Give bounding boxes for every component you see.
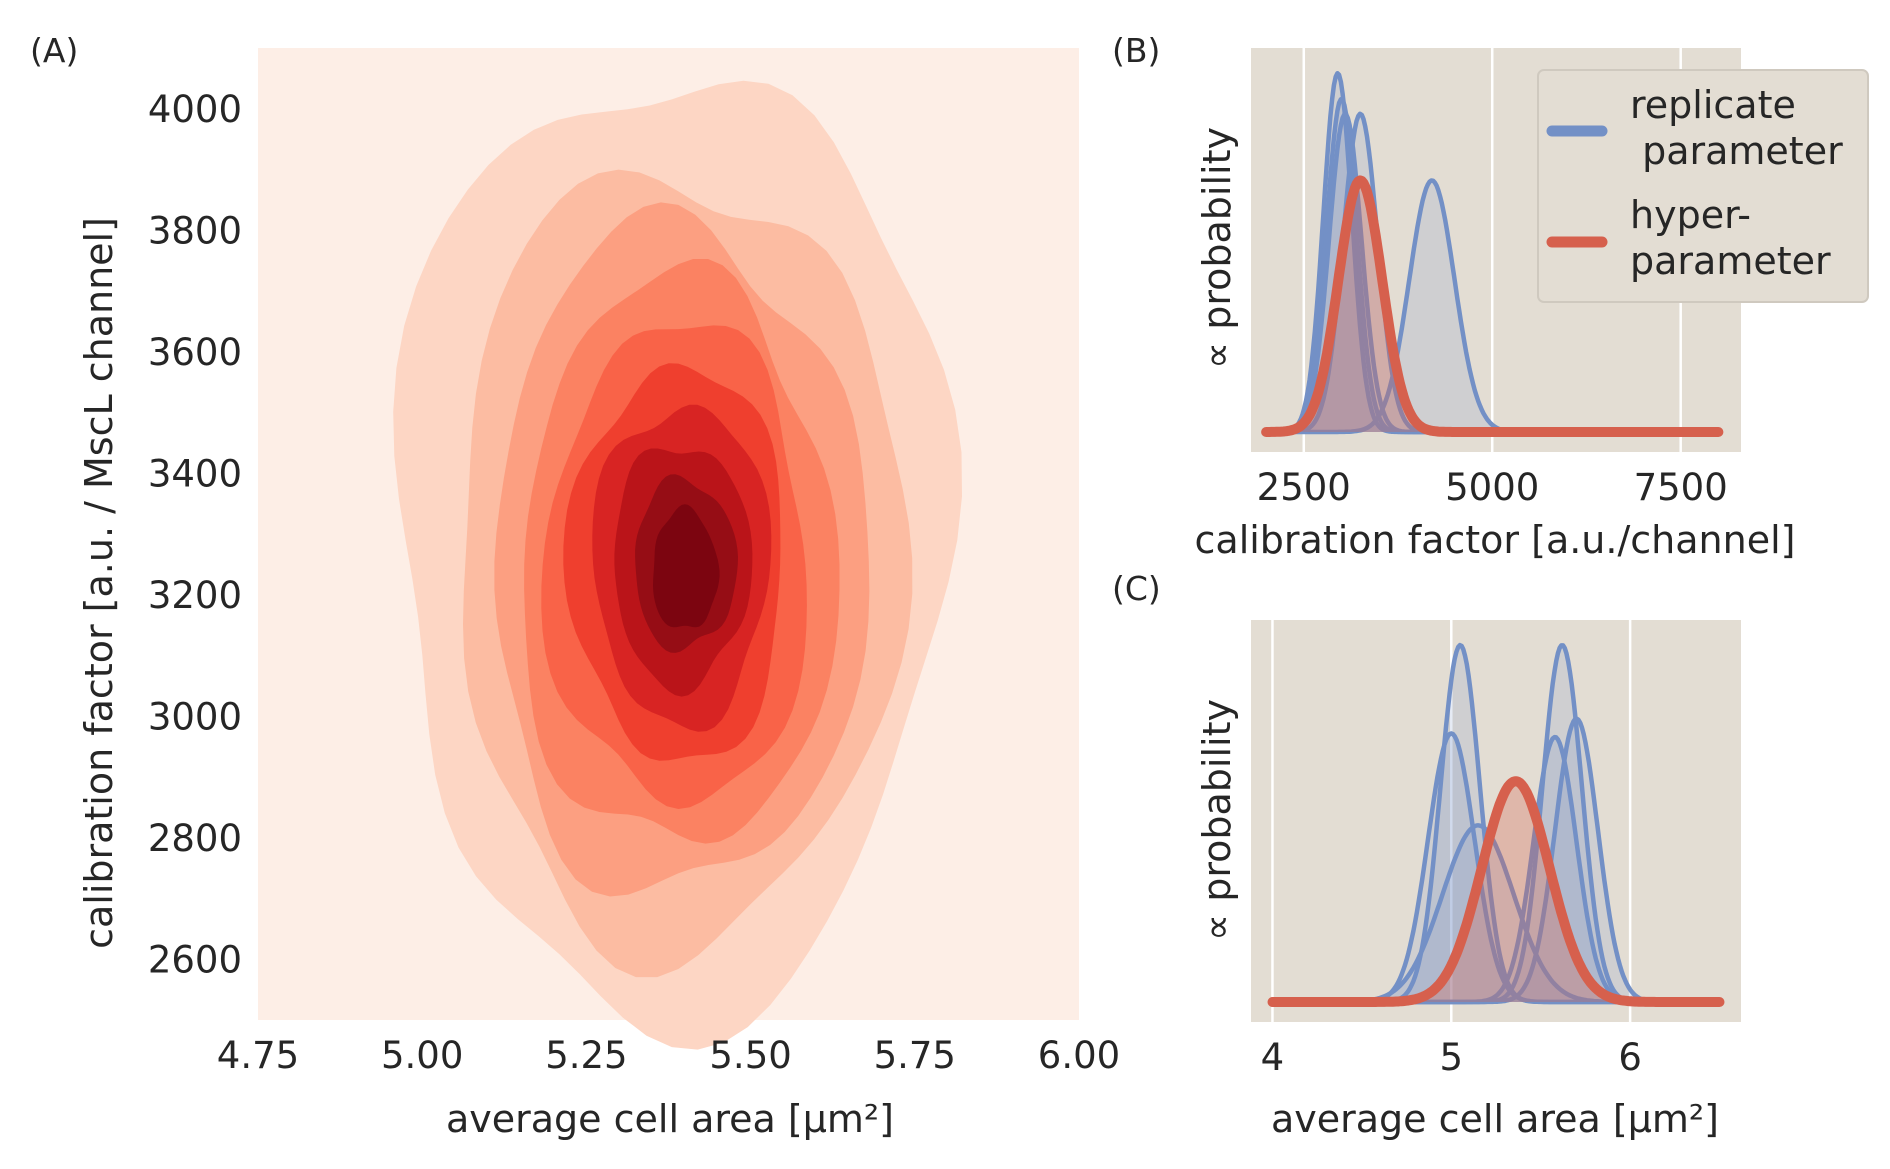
x-tick-label: 6.00 bbox=[1038, 1034, 1120, 1077]
panel-b-x-axis-label: calibration factor [a.u./channel] bbox=[1195, 518, 1796, 562]
legend-label-hyper-2: parameter bbox=[1630, 239, 1831, 283]
x-tick-label: 7500 bbox=[1634, 466, 1728, 509]
x-tick-label: 5 bbox=[1440, 1036, 1464, 1079]
hyper-density-fill bbox=[1266, 180, 1719, 432]
replicate-density-fill bbox=[1272, 718, 1720, 1002]
y-tick-label: 3800 bbox=[148, 209, 242, 252]
panel-b-y-axis-label: ∝ probability bbox=[1195, 127, 1239, 369]
hyper-density-line bbox=[1267, 776, 1725, 1007]
panel-label-b: (B) bbox=[1112, 31, 1160, 70]
panel-c-density-plot: 4 5 6 average cell area [μm²] ∝ probabilit… bbox=[1195, 620, 1741, 1141]
x-tick-label: 5.25 bbox=[545, 1034, 627, 1077]
replicate-density-fill bbox=[1266, 113, 1719, 433]
y-tick-label: 3400 bbox=[148, 452, 242, 495]
x-tick-label: 6 bbox=[1618, 1036, 1642, 1079]
panel-label-c: (C) bbox=[1112, 569, 1161, 608]
hyper-density-fill bbox=[1272, 781, 1720, 1002]
x-tick-label: 2500 bbox=[1257, 466, 1351, 509]
panel-c-curves bbox=[1267, 642, 1725, 1007]
y-tick-label: 3000 bbox=[148, 695, 242, 738]
replicate-density-fill bbox=[1272, 825, 1720, 1002]
panel-c-x-ticks: 4 5 6 bbox=[1261, 1036, 1642, 1079]
y-tick-label: 2600 bbox=[148, 938, 242, 981]
panel-a-contour-plot: 4.75 5.00 5.25 5.50 5.75 6.00 2600 2800 3000 320… bbox=[77, 48, 1120, 1141]
panel-label-a: (A) bbox=[30, 31, 78, 70]
x-tick-label: 4.75 bbox=[217, 1034, 299, 1077]
y-tick-label: 4000 bbox=[148, 88, 242, 131]
panel-a-x-ticks: 4.75 5.00 5.25 5.50 5.75 6.00 bbox=[217, 1034, 1120, 1077]
panel-b-curves bbox=[1261, 70, 1724, 437]
panel-a-contours bbox=[393, 80, 962, 1050]
panel-c-x-axis-label: average cell area [μm²] bbox=[1271, 1097, 1719, 1141]
legend-label-hyper-1: hyper- bbox=[1630, 193, 1751, 237]
x-tick-label: 4 bbox=[1261, 1036, 1285, 1079]
panel-c-y-axis-label: ∝ probability bbox=[1195, 699, 1239, 941]
contour-level-10 bbox=[653, 504, 720, 628]
panel-a-y-axis-label: calibration factor [a.u. / MscL channel] bbox=[77, 217, 121, 949]
legend-box bbox=[1537, 69, 1869, 303]
y-tick-label: 2800 bbox=[148, 817, 242, 860]
legend: replicate parameter hyper- parameter bbox=[1537, 69, 1869, 303]
panel-b-density-plot: 2500 5000 7500 calibration factor [a.u./ch… bbox=[1195, 48, 1869, 562]
legend-label-replicate-1: replicate bbox=[1630, 83, 1796, 127]
x-tick-label: 5.50 bbox=[709, 1034, 791, 1077]
x-tick-label: 5.75 bbox=[874, 1034, 956, 1077]
panel-a-x-axis-label: average cell area [μm²] bbox=[446, 1097, 894, 1141]
legend-label-replicate-2: parameter bbox=[1630, 129, 1843, 173]
hyper-density-line bbox=[1261, 175, 1724, 437]
y-tick-label: 3600 bbox=[148, 331, 242, 374]
panel-b-x-ticks: 2500 5000 7500 bbox=[1257, 466, 1728, 509]
x-tick-label: 5000 bbox=[1445, 466, 1539, 509]
panel-a-y-ticks: 2600 2800 3000 3200 3400 3600 3800 4000 bbox=[148, 88, 242, 982]
x-tick-label: 5.00 bbox=[381, 1034, 463, 1077]
y-tick-label: 3200 bbox=[148, 574, 242, 617]
